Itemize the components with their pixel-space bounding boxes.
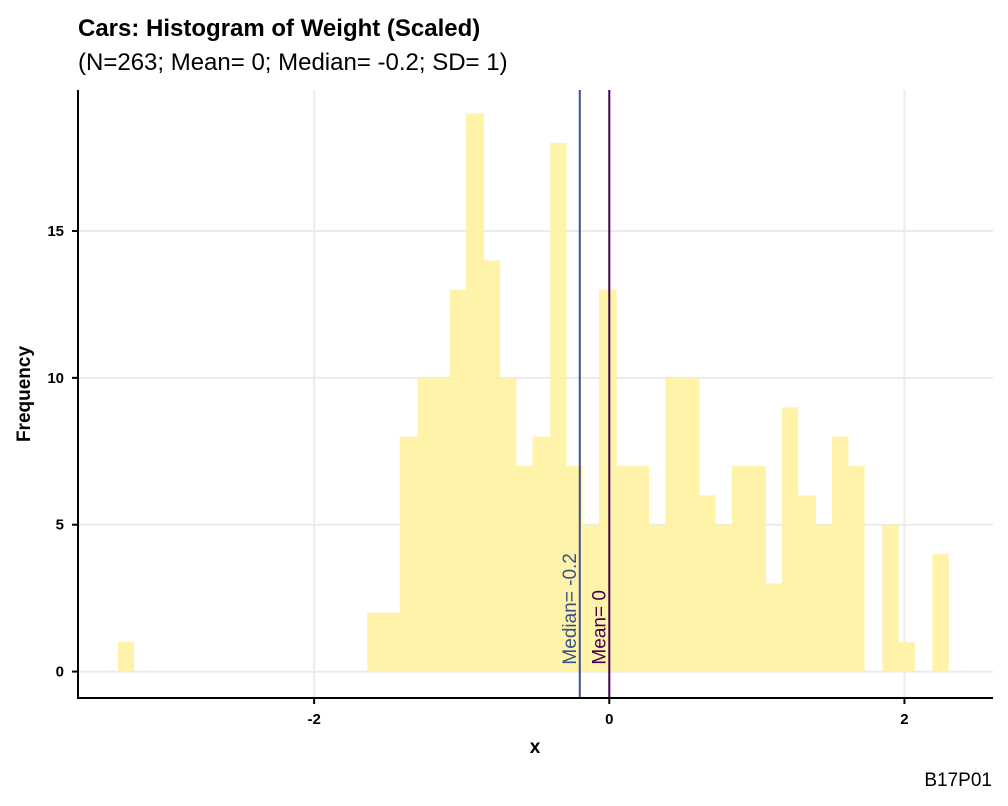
histogram-bar bbox=[117, 642, 135, 672]
histogram-bar bbox=[433, 377, 450, 672]
histogram-bar bbox=[898, 642, 915, 672]
histogram-bar bbox=[616, 465, 633, 672]
y-axis-ticks: 0 5 10 15 bbox=[47, 223, 78, 681]
x-tick-label: 2 bbox=[900, 711, 908, 728]
histogram-bar bbox=[882, 524, 899, 672]
x-tick-label: 0 bbox=[605, 711, 613, 728]
histogram-bar bbox=[815, 524, 833, 672]
chart-title: Cars: Histogram of Weight (Scaled) bbox=[78, 15, 480, 42]
x-tick-label: -2 bbox=[307, 711, 320, 728]
histogram-bar bbox=[699, 495, 716, 672]
histogram-bar bbox=[383, 612, 400, 672]
histogram-bar bbox=[367, 612, 384, 672]
histogram-bar bbox=[683, 377, 700, 672]
histogram-bar bbox=[516, 465, 533, 672]
histogram-bar bbox=[665, 377, 684, 672]
histogram-bar bbox=[566, 465, 583, 672]
histogram-bar bbox=[399, 436, 418, 672]
histogram-bar bbox=[649, 524, 666, 672]
chart-caption: B17P01 bbox=[924, 770, 992, 791]
histogram-bar bbox=[500, 377, 517, 672]
histogram-bar bbox=[781, 407, 799, 672]
histogram-bar bbox=[632, 465, 650, 672]
y-tick-label: 10 bbox=[47, 370, 64, 387]
y-axis-title: Frequency bbox=[14, 346, 35, 443]
chart-subtitle: (N=263; Mean= 0; Median= -0.2; SD= 1) bbox=[78, 49, 508, 76]
reference-line-label: Median= -0.2 bbox=[560, 553, 581, 664]
x-axis-title: x bbox=[530, 737, 541, 758]
histogram-bar bbox=[550, 142, 567, 672]
histogram-bar bbox=[466, 113, 484, 672]
histogram-bar bbox=[765, 583, 782, 672]
histogram-bar bbox=[483, 260, 501, 672]
y-tick-label: 5 bbox=[56, 517, 64, 534]
histogram-bar bbox=[532, 436, 551, 672]
y-tick-label: 15 bbox=[47, 223, 64, 240]
histogram-bar bbox=[582, 524, 599, 672]
histogram-bar bbox=[731, 465, 750, 672]
histogram-bar bbox=[749, 465, 766, 672]
histogram-bar bbox=[598, 289, 617, 672]
x-axis-ticks: -2 0 2 bbox=[307, 698, 909, 728]
histogram-bar bbox=[715, 524, 732, 672]
histogram-bar bbox=[932, 554, 949, 672]
histogram-bar bbox=[417, 377, 434, 672]
reference-lines: Median= -0.2 Mean= 0 bbox=[560, 90, 611, 698]
histogram-bar bbox=[449, 289, 467, 672]
histogram-bars bbox=[117, 113, 949, 672]
histogram-bar bbox=[798, 495, 816, 672]
y-tick-label: 0 bbox=[56, 664, 64, 681]
reference-line-label: Mean= 0 bbox=[589, 590, 610, 664]
histogram-bar bbox=[848, 465, 865, 672]
histogram-bar bbox=[832, 436, 849, 672]
